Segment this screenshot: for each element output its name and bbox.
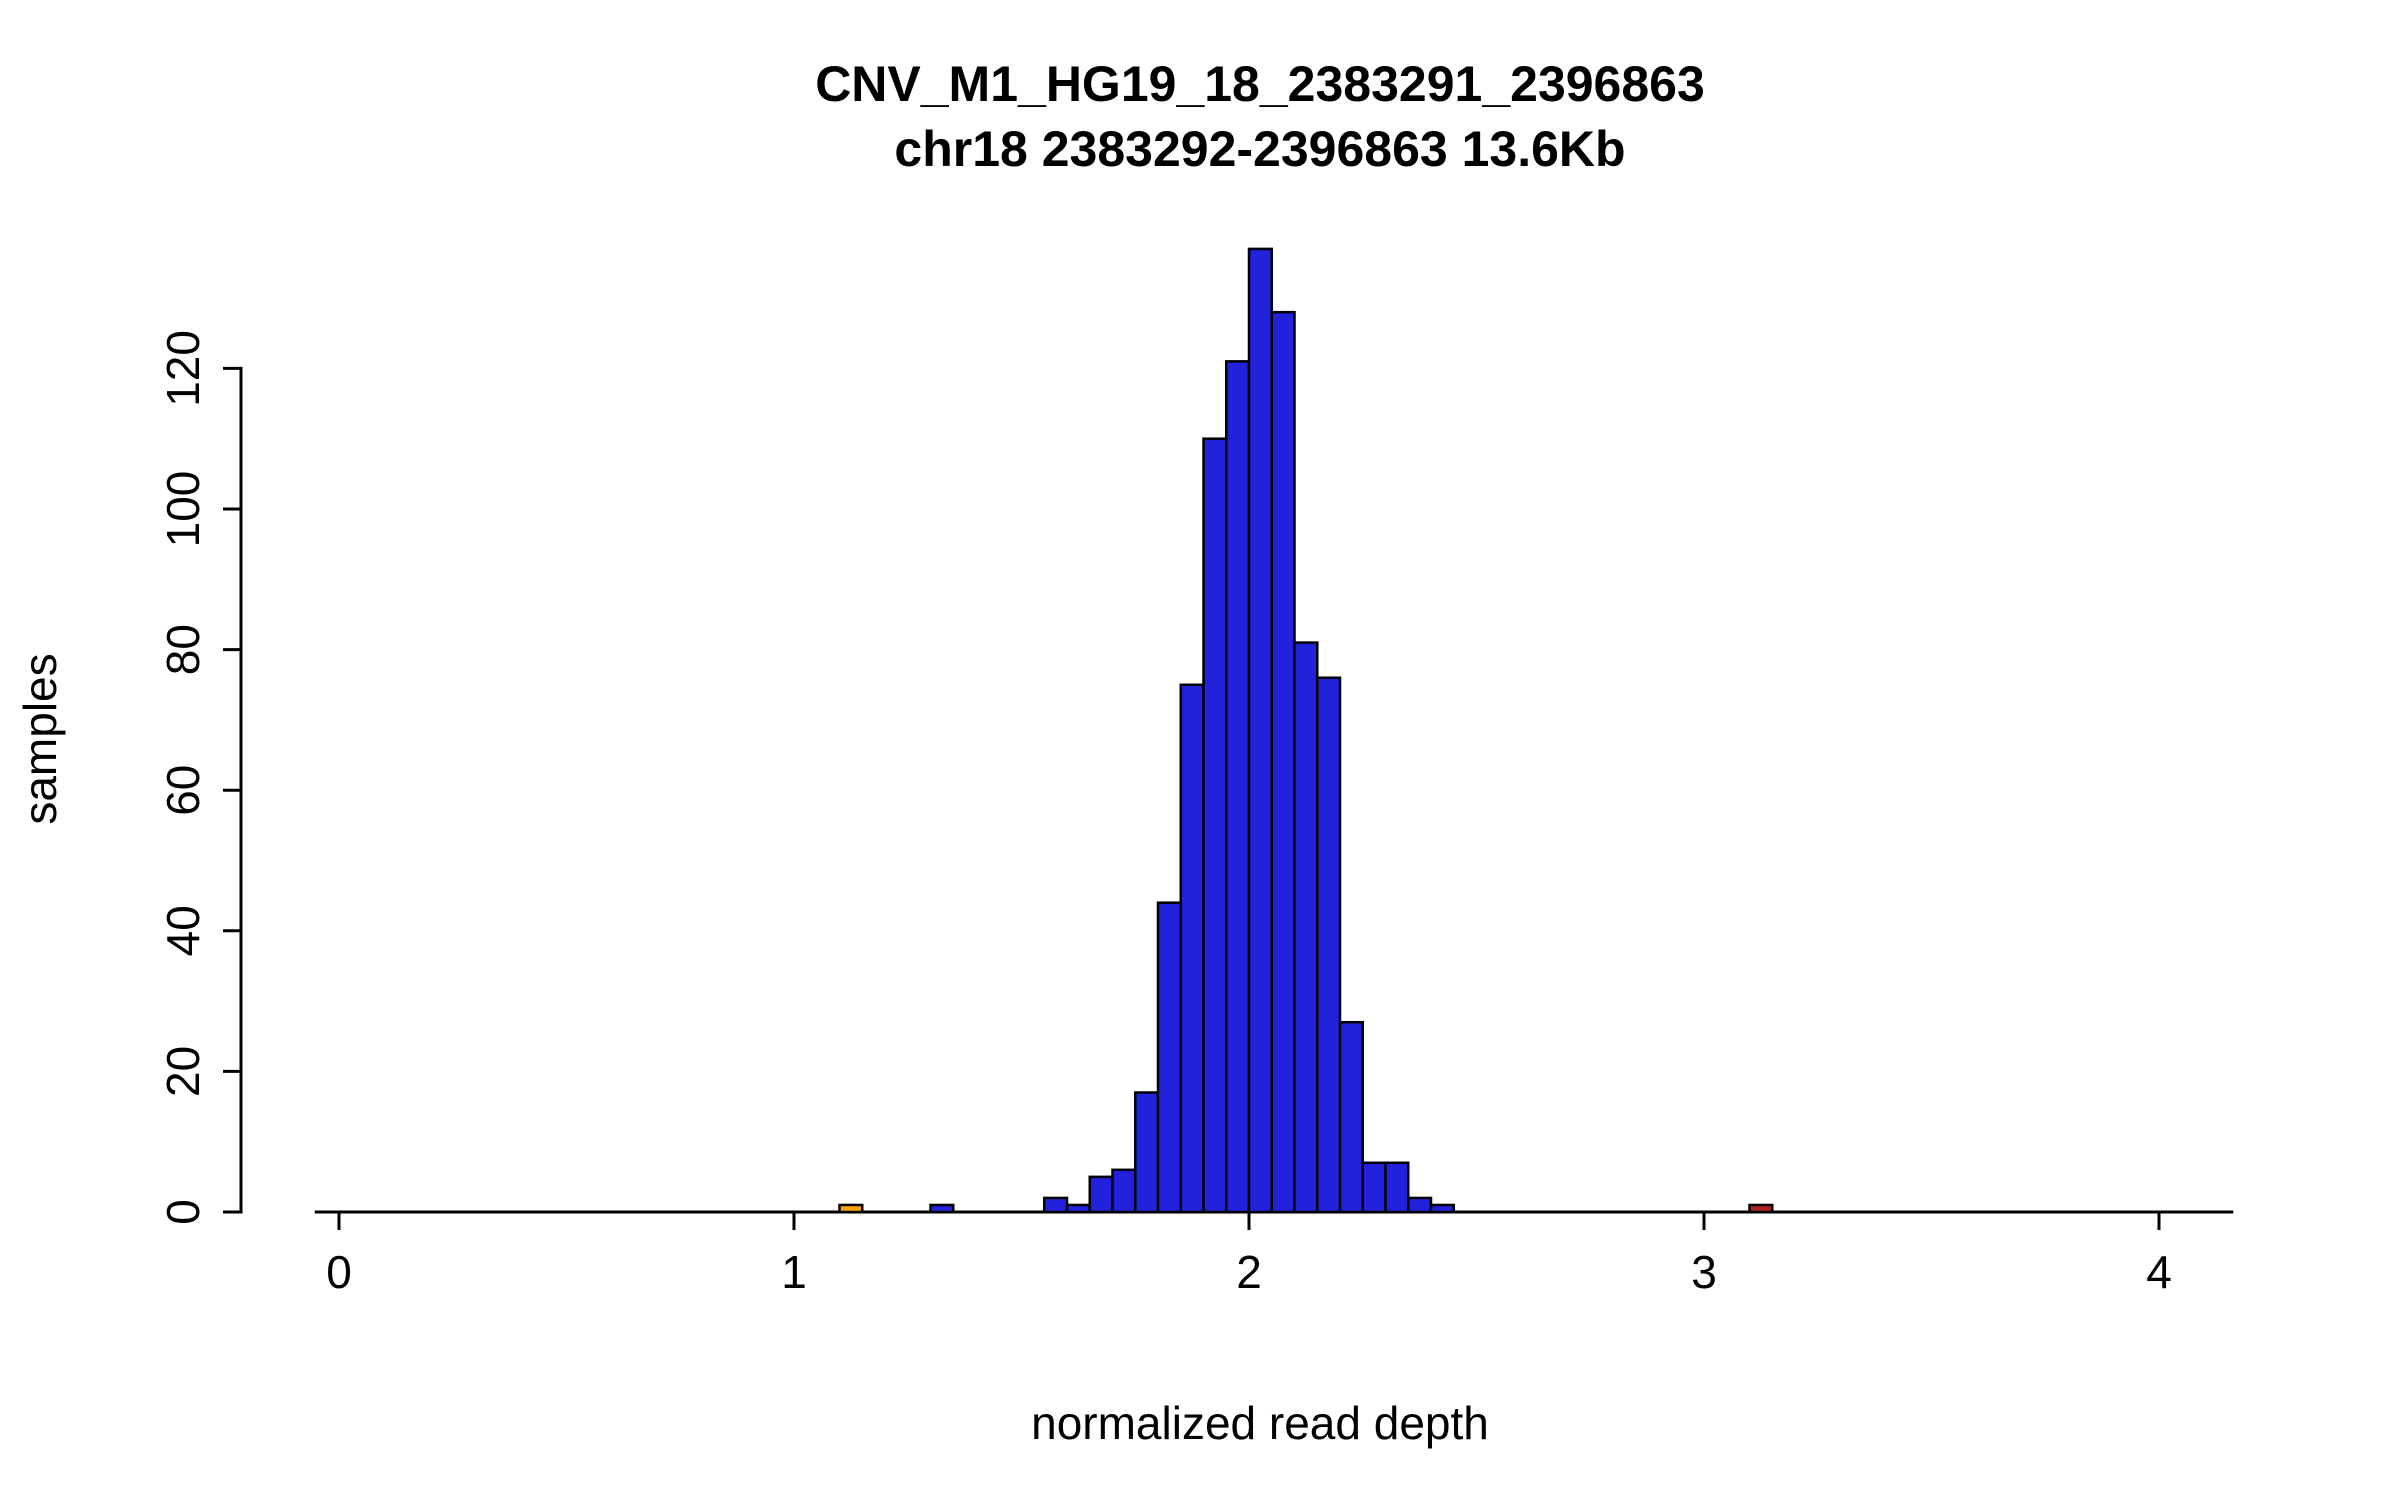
histogram-bar <box>1043 1196 1069 1214</box>
x-tick-label: 1 <box>781 1246 807 1298</box>
histogram-bar <box>1202 437 1228 1214</box>
y-tick-label: 100 <box>157 471 209 548</box>
histogram-bar <box>1748 1203 1774 1214</box>
x-axis-label: normalized read depth <box>1031 1397 1489 1449</box>
chart-title: CNV_M1_HG19_18_2383291_2396863 chr18 238… <box>300 52 2220 182</box>
histogram-bar <box>1316 676 1342 1214</box>
histogram-bar <box>1270 310 1296 1214</box>
histogram-bar <box>1134 1091 1160 1214</box>
chart-title-line1: CNV_M1_HG19_18_2383291_2396863 <box>815 56 1705 112</box>
y-tick-label: 120 <box>157 330 209 407</box>
histogram-bar <box>1361 1161 1387 1214</box>
histogram-bar <box>1088 1175 1114 1214</box>
x-tick-label: 2 <box>1236 1246 1262 1298</box>
y-tick-label: 0 <box>157 1199 209 1225</box>
histogram-bar <box>1247 247 1273 1214</box>
histogram-bar <box>1384 1161 1410 1214</box>
histogram-bar <box>1111 1168 1137 1214</box>
y-tick-label: 80 <box>157 624 209 675</box>
y-tick-label: 60 <box>157 765 209 816</box>
histogram-bar <box>1065 1203 1091 1214</box>
x-tick-label: 4 <box>2146 1246 2172 1298</box>
histogram-bar <box>1293 641 1319 1214</box>
x-tick-label: 0 <box>326 1246 352 1298</box>
histogram-bar <box>1156 901 1182 1214</box>
histogram-bar <box>1225 360 1251 1214</box>
chart-title-line2: chr18 2383292-2396863 13.6Kb <box>894 121 1626 177</box>
histogram-bar <box>1407 1196 1433 1214</box>
histogram-bar <box>929 1203 955 1214</box>
histogram-bar <box>1179 683 1205 1214</box>
histogram-bar <box>1338 1020 1364 1214</box>
y-tick-label: 40 <box>157 905 209 956</box>
y-tick-label: 20 <box>157 1046 209 1097</box>
histogram-bar <box>1429 1203 1455 1214</box>
histogram-bar <box>838 1203 864 1214</box>
x-tick-label: 3 <box>1691 1246 1717 1298</box>
